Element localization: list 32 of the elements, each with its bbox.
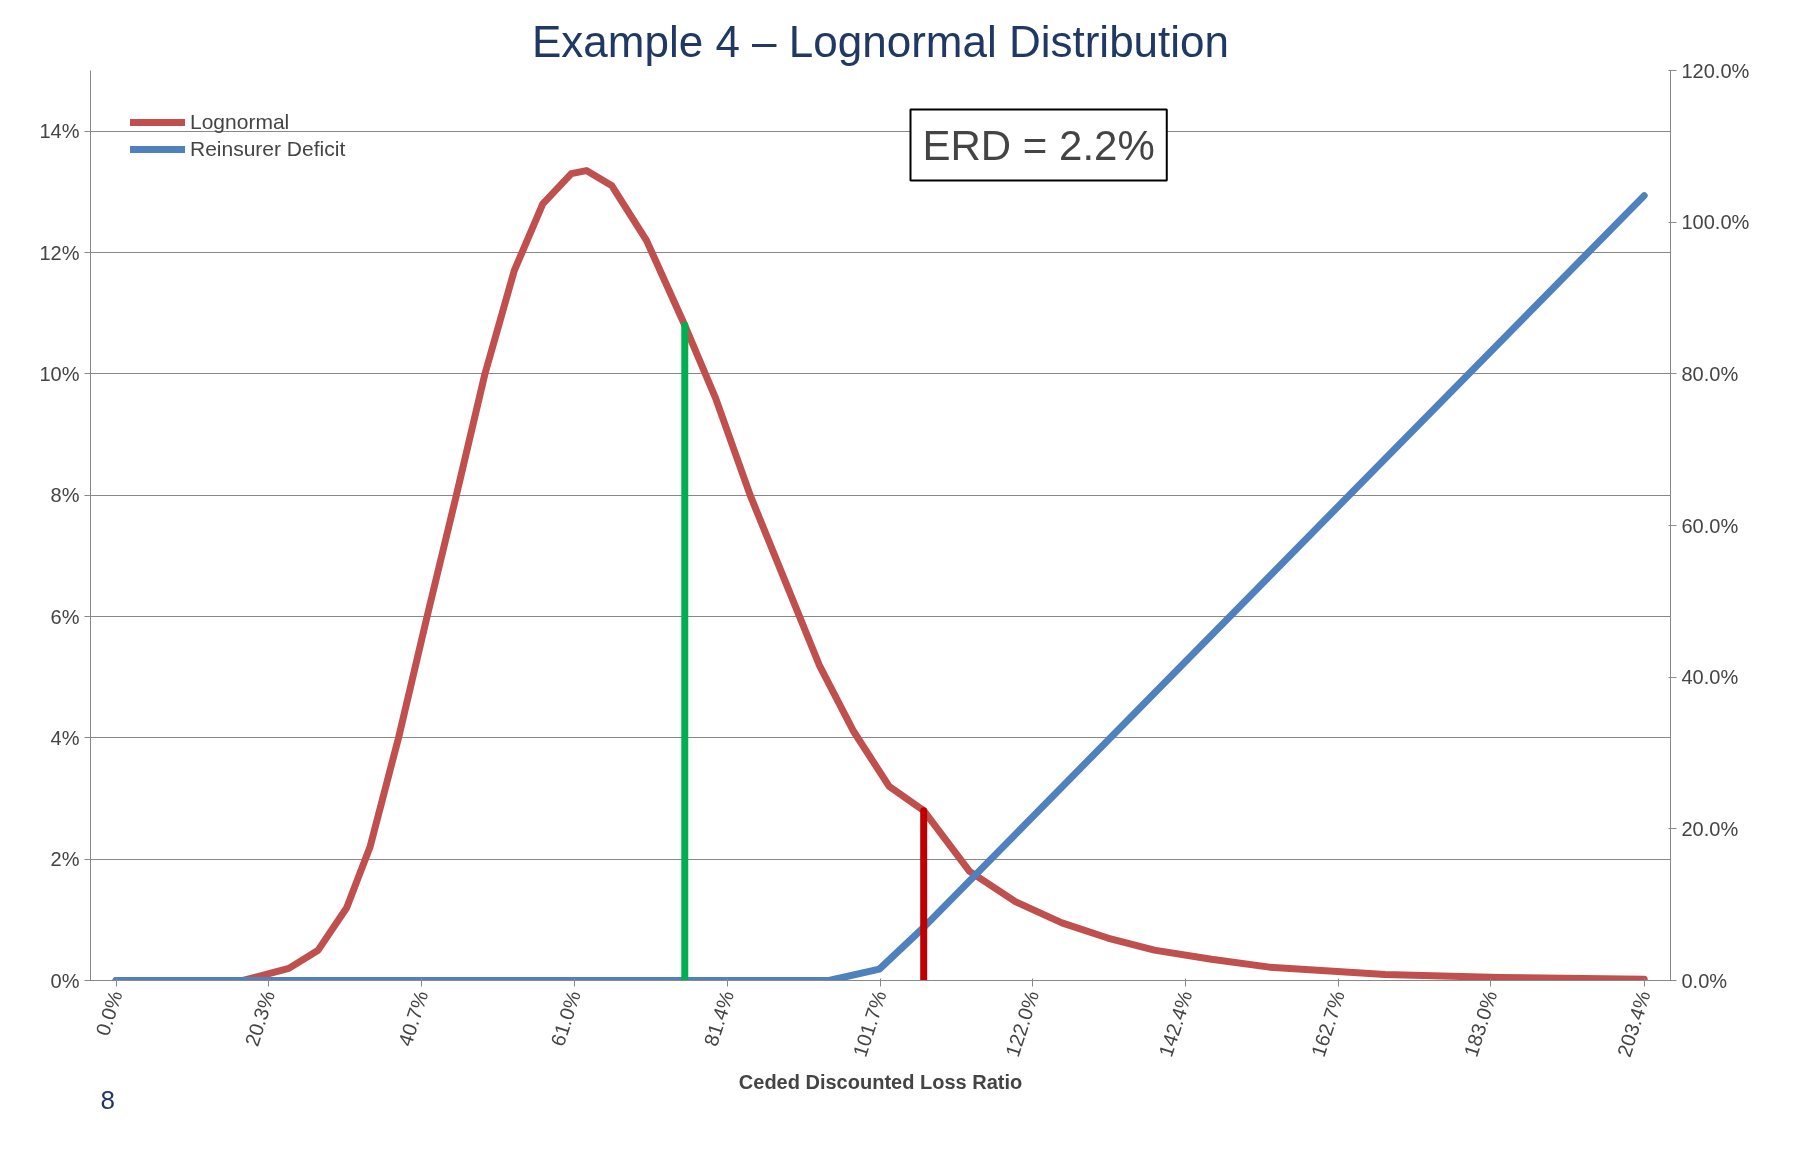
x-tick-label: 203.4% bbox=[1612, 987, 1655, 1060]
y2-tick-label: 40.0% bbox=[1681, 666, 1739, 689]
x-tick-label: 122.0% bbox=[1001, 987, 1044, 1060]
x-tick-label: 61.0% bbox=[546, 987, 585, 1049]
x-tick-label: 81.4% bbox=[699, 987, 739, 1049]
y-tick-label: 0% bbox=[50, 969, 80, 992]
y-tick-label: 4% bbox=[50, 726, 80, 749]
y2-tick-label: 60.0% bbox=[1681, 514, 1739, 537]
chart-title: Example 4 – Lognormal Distribution bbox=[531, 16, 1230, 66]
x-tick-label: 40.7% bbox=[393, 987, 433, 1049]
y-tick-label: 12% bbox=[39, 241, 80, 264]
x-tick-label: 0.0% bbox=[91, 987, 127, 1039]
x-axis-title: Ceded Discounted Loss Ratio bbox=[738, 1070, 1023, 1093]
y-tick-label: 14% bbox=[39, 120, 80, 143]
y2-tick-label: 120.0% bbox=[1681, 59, 1750, 82]
y-tick-label: 2% bbox=[50, 848, 80, 871]
x-tick-label: 142.4% bbox=[1154, 987, 1197, 1060]
y-tick-label: 6% bbox=[50, 605, 80, 628]
y2-tick-label: 100.0% bbox=[1681, 211, 1750, 234]
legend-label: Reinsurer Deficit bbox=[190, 137, 346, 161]
x-tick-label: 162.7% bbox=[1307, 987, 1349, 1060]
x-tick-label: 101.7% bbox=[848, 987, 891, 1060]
y2-tick-label: 0.0% bbox=[1681, 969, 1728, 992]
annotation: ERD = 2.2% bbox=[922, 121, 1155, 169]
x-tick-label: 20.3% bbox=[240, 987, 280, 1049]
y-tick-label: 10% bbox=[39, 362, 80, 385]
y-tick-label: 8% bbox=[50, 484, 80, 507]
y2-tick-label: 20.0% bbox=[1681, 817, 1739, 840]
legend-label: Lognormal bbox=[190, 110, 290, 134]
text: 8 bbox=[100, 1084, 115, 1115]
x-tick-label: 183.0% bbox=[1459, 987, 1502, 1060]
y2-tick-label: 80.0% bbox=[1681, 362, 1739, 385]
